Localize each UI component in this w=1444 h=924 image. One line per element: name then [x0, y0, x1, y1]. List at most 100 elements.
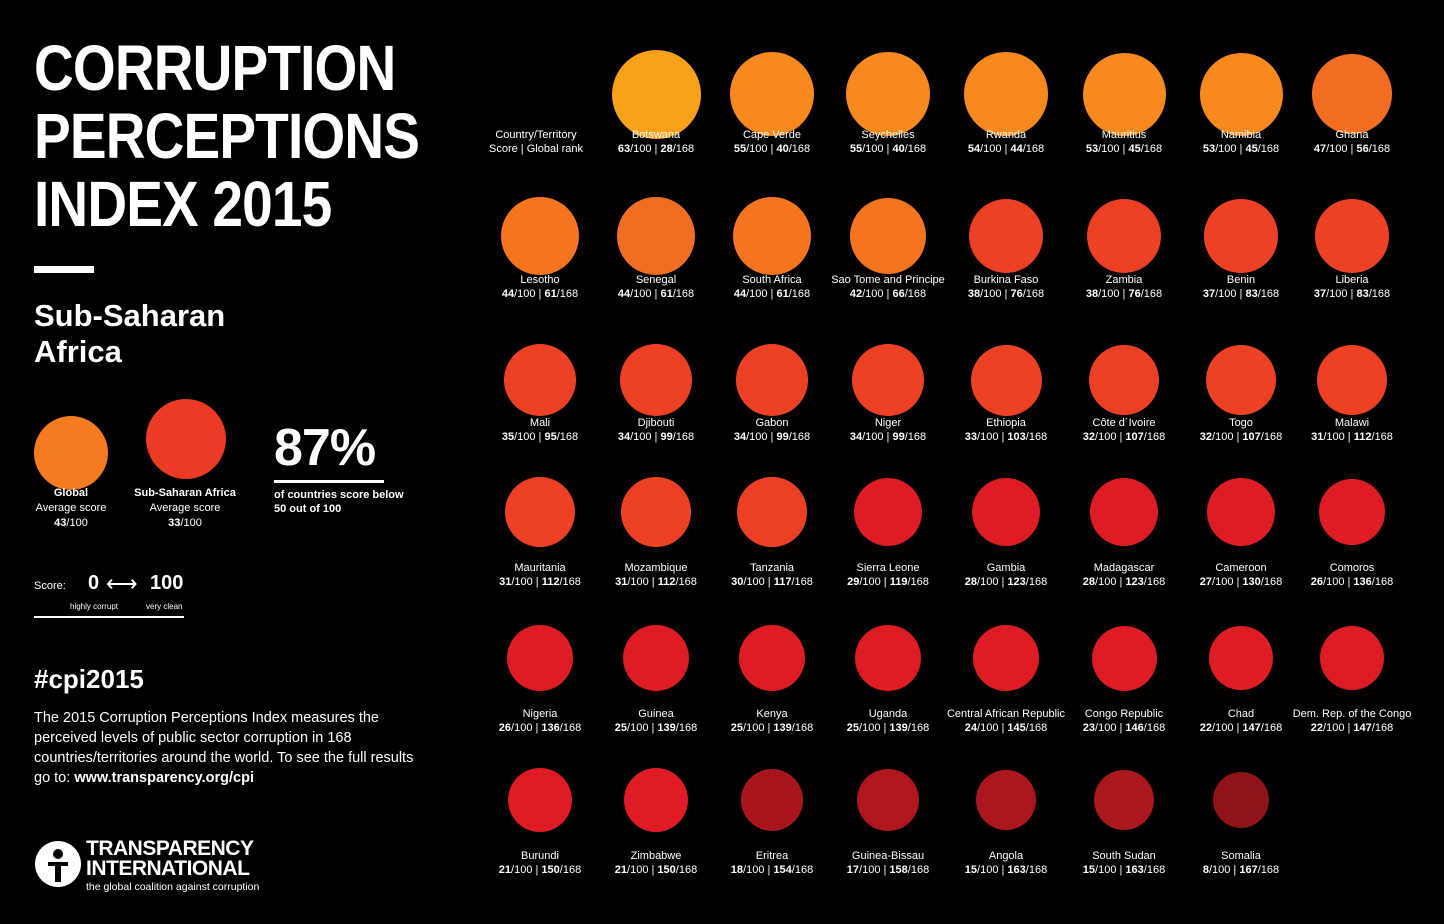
country-name: Nigeria [522, 708, 558, 720]
country-bubble [738, 624, 806, 692]
scale-divider [34, 616, 184, 618]
country-name: Burkina Faso [973, 274, 1039, 286]
country-name: Zimbabwe [630, 850, 682, 862]
country-score-rank: 31/100 | 112/168 [1311, 431, 1393, 443]
country-bubble [975, 769, 1037, 831]
region-average-dot [146, 399, 226, 479]
country-bubble [1213, 772, 1269, 828]
region-sub: Average score [149, 502, 221, 514]
country-score-rank: 15/100 | 163/168 [964, 864, 1048, 876]
country-bubble [729, 51, 815, 137]
country-name: Namibia [1220, 129, 1262, 141]
country-bubble [969, 199, 1043, 273]
country-score-rank: 35/100 | 95/168 [501, 431, 579, 443]
percent-divider [274, 480, 384, 483]
country-bubble [854, 624, 922, 692]
country-name: Central African Republic [946, 708, 1065, 720]
scale-arrow-icon: ⟷ [106, 571, 138, 596]
country-name: Malawi [1334, 417, 1370, 429]
country-score-rank: 44/100 | 61/168 [501, 288, 579, 300]
country-label: Cameroon 27/100 | 130/168 [1166, 561, 1316, 589]
country-bubble [1204, 199, 1278, 273]
country-score-rank: 30/100 | 117/168 [731, 576, 813, 588]
country-name: Mauritius [1101, 129, 1147, 141]
country-label: Djibouti 34/100 | 99/168 [581, 416, 731, 444]
country-name: Djibouti [637, 417, 675, 429]
country-label: Mozambique 31/100 | 112/168 [581, 561, 731, 589]
country-score-rank: 25/100 | 139/168 [614, 722, 698, 734]
global-average-dot [34, 416, 108, 490]
country-score-rank: 37/100 | 83/168 [1202, 288, 1280, 300]
country-bubble [622, 624, 690, 692]
country-label: Guinea-Bissau 17/100 | 158/168 [813, 849, 963, 877]
description-link[interactable]: www.transparency.org/cpi [74, 770, 254, 786]
country-label: Zambia 38/100 | 76/168 [1049, 273, 1199, 301]
country-label: Gabon 34/100 | 99/168 [697, 416, 847, 444]
country-score-rank: 15/100 | 163/168 [1082, 864, 1166, 876]
country-name: Congo Republic [1084, 708, 1164, 720]
country-score-rank: 54/100 | 44/168 [967, 143, 1045, 155]
country-bubble [1090, 478, 1158, 546]
country-bubble [508, 768, 572, 832]
country-score-rank: 29/100 | 119/168 [847, 576, 929, 588]
global-average-label: Global Average score 43/100 [11, 486, 131, 531]
title-divider [34, 266, 94, 273]
percent-note: of countries score below 50 out of 100 [274, 489, 404, 515]
country-bubble [1207, 478, 1275, 546]
country-bubble [624, 768, 688, 832]
country-bubble [621, 477, 691, 547]
country-label: Cape Verde 55/100 | 40/168 [697, 128, 847, 156]
country-bubble [617, 197, 695, 275]
country-label: Burundi 21/100 | 150/168 [465, 849, 615, 877]
country-label: Botswana 63/100 | 28/168 [581, 128, 731, 156]
country-name: Ethiopia [986, 417, 1026, 429]
country-label: Senegal 44/100 | 61/168 [581, 273, 731, 301]
country-bubble [1317, 345, 1387, 415]
country-score-rank: 38/100 | 76/168 [1085, 288, 1163, 300]
country-score-rank: 53/100 | 45/168 [1085, 143, 1163, 155]
country-name: Guinea [638, 708, 674, 720]
score-scale: Score: 0 ⟷ 100 highly corrupt very clean [34, 572, 184, 618]
logo-tagline: the global coalition against corruption [86, 881, 260, 893]
country-label: Liberia 37/100 | 83/168 [1277, 273, 1427, 301]
country-label: Rwanda 54/100 | 44/168 [931, 128, 1081, 156]
country-name: Cape Verde [742, 129, 802, 141]
country-name: Seychelles [861, 129, 915, 141]
country-label: Zimbabwe 21/100 | 150/168 [581, 849, 731, 877]
country-label: Gambia 28/100 | 123/168 [931, 561, 1081, 589]
country-score-rank: 33/100 | 103/168 [964, 431, 1048, 443]
description-text: The 2015 Corruption Perceptions Index me… [34, 710, 414, 786]
country-label: Tanzania 30/100 | 117/168 [697, 561, 847, 589]
country-label: Congo Republic 23/100 | 146/168 [1049, 707, 1199, 735]
country-score-rank: 18/100 | 154/168 [730, 864, 814, 876]
region-denom: /100 [180, 517, 202, 529]
country-bubble [505, 477, 575, 547]
legend-key-line1: Country/Territory [495, 129, 577, 141]
country-bubble [970, 344, 1042, 416]
country-name: Togo [1229, 417, 1253, 429]
country-name: Eritrea [755, 850, 789, 862]
ti-logo-icon [35, 841, 81, 887]
country-label: Burkina Faso 38/100 | 76/168 [931, 273, 1081, 301]
country-score-rank: 32/100 | 107/168 [1199, 431, 1283, 443]
country-label: Guinea 25/100 | 139/168 [581, 707, 731, 735]
country-name: South Sudan [1092, 850, 1156, 862]
country-name: Côte d´Ivoire [1092, 417, 1156, 429]
country-bubble [1312, 54, 1392, 134]
country-bubble [1319, 625, 1385, 691]
country-bubble [1199, 52, 1283, 136]
country-label: Nigeria 26/100 | 136/168 [465, 707, 615, 735]
country-score-rank: 34/100 | 99/168 [733, 431, 811, 443]
country-label: Eritrea 18/100 | 154/168 [697, 849, 847, 877]
country-label: Malawi 31/100 | 112/168 [1277, 416, 1427, 444]
global-sub: Average score [35, 502, 107, 514]
scale-label: Score: [34, 580, 66, 592]
country-bubble [1082, 52, 1166, 136]
country-bubble [501, 197, 579, 275]
country-name: Niger [874, 417, 902, 429]
country-name: Sao Tome and Principe [831, 274, 945, 286]
global-label: Global [53, 487, 89, 499]
scale-low: 0 [88, 572, 100, 594]
country-label: Mali 35/100 | 95/168 [465, 416, 615, 444]
country-name: Benin [1226, 274, 1256, 286]
